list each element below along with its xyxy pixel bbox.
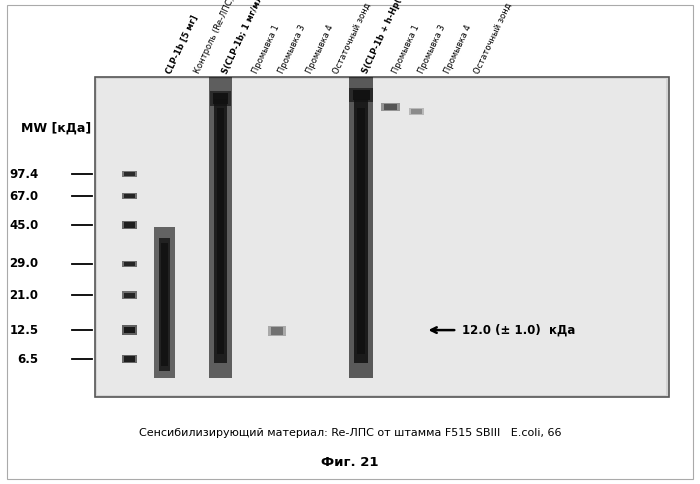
Bar (384, 104, 398, 110)
Bar (216, 107, 225, 354)
Bar (411, 109, 422, 114)
Bar (161, 242, 168, 366)
Bar (124, 194, 135, 198)
Text: Промывка 3: Промывка 3 (416, 23, 447, 75)
Bar (122, 260, 137, 267)
Bar (213, 93, 228, 104)
Text: 12.5: 12.5 (9, 324, 38, 336)
Bar (124, 356, 135, 362)
Bar (94, 77, 668, 397)
Text: Остаточный зонд: Остаточный зонд (332, 1, 372, 75)
Text: 67.0: 67.0 (9, 190, 38, 202)
Bar (124, 172, 135, 177)
Bar (271, 327, 284, 335)
Bar (154, 227, 175, 378)
Text: 45.0: 45.0 (9, 219, 38, 231)
Bar (122, 325, 137, 335)
Bar (349, 77, 374, 378)
Bar (354, 99, 368, 363)
Bar (122, 355, 137, 363)
Text: Остаточный зонд: Остаточный зонд (473, 1, 513, 75)
Bar (159, 238, 170, 371)
Text: 12.0 (± 1.0)  кДа: 12.0 (± 1.0) кДа (462, 324, 575, 336)
Bar (210, 91, 231, 106)
Text: Сенсибилизирующий материал: Re-ЛПС от штамма F515 SBIII   E.coli, 66: Сенсибилизирующий материал: Re-ЛПС от шт… (139, 428, 561, 438)
Bar (122, 221, 137, 229)
Text: MW [кДа]: MW [кДа] (21, 122, 91, 135)
Text: 6.5: 6.5 (18, 353, 38, 365)
Bar (269, 326, 286, 336)
Text: Промывка 1: Промывка 1 (251, 23, 281, 75)
Bar (97, 79, 666, 395)
Bar (122, 171, 137, 177)
Bar (409, 108, 424, 115)
Text: 97.4: 97.4 (9, 168, 38, 181)
Text: CLP-1b [5 мг]: CLP-1b [5 мг] (164, 14, 200, 75)
Bar (124, 292, 135, 298)
Bar (124, 222, 135, 228)
Bar (381, 103, 400, 111)
Bar (357, 107, 365, 354)
Text: Промывка 4: Промывка 4 (443, 23, 473, 75)
Bar (349, 88, 373, 102)
Bar (122, 193, 137, 199)
Text: Контроль (Re-ЛПС): Контроль (Re-ЛПС) (193, 0, 236, 75)
Bar (122, 291, 137, 299)
Text: Промывка 3: Промывка 3 (277, 23, 308, 75)
Bar (209, 77, 232, 378)
Text: 21.0: 21.0 (10, 289, 38, 302)
Text: 29.0: 29.0 (9, 257, 38, 270)
Text: S(CLP-1b; 1 мг/мл ): S(CLP-1b; 1 мг/мл ) (220, 0, 267, 75)
Bar (214, 99, 227, 363)
Text: S(CLP-1b + h-Hp(1-1)): S(CLP-1b + h-Hp(1-1)) (361, 0, 414, 75)
Bar (353, 90, 370, 100)
Text: Промывка 1: Промывка 1 (391, 23, 421, 75)
Bar (124, 261, 135, 266)
Bar (124, 327, 135, 333)
Text: Промывка 4: Промывка 4 (304, 23, 335, 75)
Text: Фиг. 21: Фиг. 21 (321, 456, 379, 469)
